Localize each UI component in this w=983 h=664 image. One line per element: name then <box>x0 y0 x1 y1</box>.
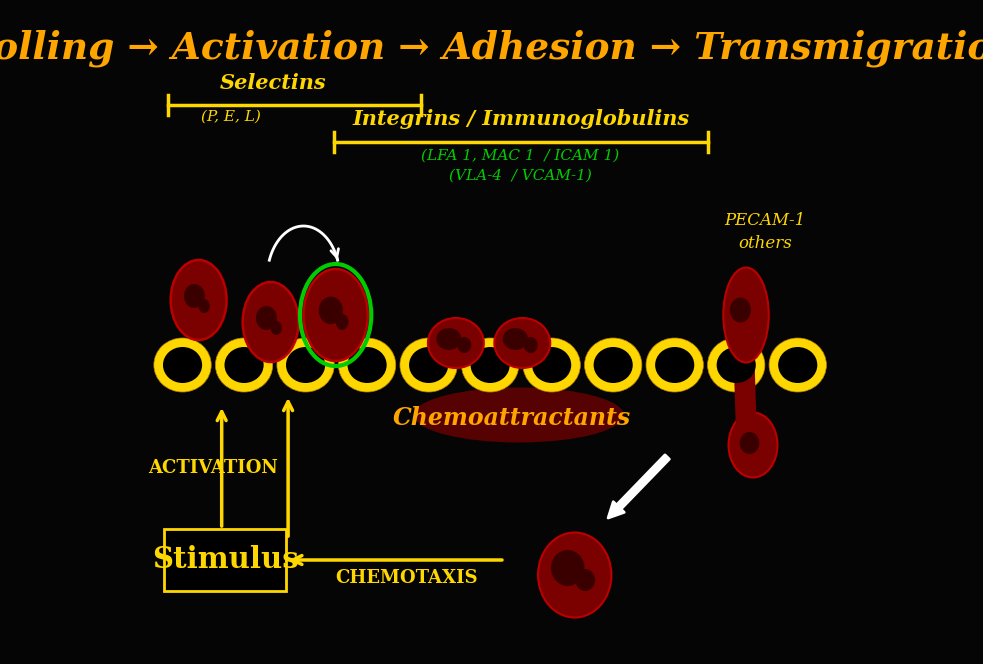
Ellipse shape <box>224 347 263 383</box>
Ellipse shape <box>286 347 325 383</box>
Ellipse shape <box>502 328 528 350</box>
Text: PECAM-1
others: PECAM-1 others <box>724 212 805 252</box>
Text: Selectins: Selectins <box>220 73 326 93</box>
Ellipse shape <box>335 314 349 330</box>
Ellipse shape <box>524 337 538 353</box>
Text: Chemoattractants: Chemoattractants <box>393 406 631 430</box>
Ellipse shape <box>256 306 277 330</box>
Ellipse shape <box>277 338 334 392</box>
Ellipse shape <box>163 347 202 383</box>
Ellipse shape <box>461 338 519 392</box>
Ellipse shape <box>409 347 448 383</box>
Bar <box>164 529 286 591</box>
Ellipse shape <box>338 338 396 392</box>
Ellipse shape <box>723 268 769 363</box>
Text: Integrins / Immunoglobulins: Integrins / Immunoglobulins <box>352 109 689 129</box>
Ellipse shape <box>532 347 571 383</box>
Ellipse shape <box>318 297 343 324</box>
Ellipse shape <box>414 388 623 442</box>
Ellipse shape <box>538 533 611 618</box>
Ellipse shape <box>550 550 585 586</box>
Text: Rolling → Activation → Adhesion → Transmigration: Rolling → Activation → Adhesion → Transm… <box>0 29 983 67</box>
Circle shape <box>304 269 368 361</box>
Ellipse shape <box>708 338 765 392</box>
Ellipse shape <box>215 338 272 392</box>
Ellipse shape <box>730 297 751 323</box>
Ellipse shape <box>199 299 209 313</box>
Ellipse shape <box>728 412 778 477</box>
Ellipse shape <box>655 347 694 383</box>
Ellipse shape <box>585 338 642 392</box>
Ellipse shape <box>523 338 580 392</box>
Circle shape <box>243 282 299 362</box>
Ellipse shape <box>740 432 759 454</box>
Ellipse shape <box>457 337 471 353</box>
Text: ACTIVATION: ACTIVATION <box>147 459 277 477</box>
Text: (LFA 1, MAC 1  / ICAM 1): (LFA 1, MAC 1 / ICAM 1) <box>422 149 619 163</box>
Ellipse shape <box>779 347 817 383</box>
Ellipse shape <box>184 284 204 308</box>
Text: (VLA-4  / VCAM-1): (VLA-4 / VCAM-1) <box>449 169 592 183</box>
Ellipse shape <box>471 347 510 383</box>
Ellipse shape <box>717 347 756 383</box>
Ellipse shape <box>769 338 827 392</box>
Ellipse shape <box>594 347 633 383</box>
Ellipse shape <box>428 318 484 368</box>
Ellipse shape <box>436 328 461 350</box>
Ellipse shape <box>646 338 704 392</box>
Ellipse shape <box>270 321 282 335</box>
Text: (P, E, L): (P, E, L) <box>201 110 260 124</box>
Ellipse shape <box>400 338 457 392</box>
Circle shape <box>171 260 227 340</box>
Ellipse shape <box>494 318 550 368</box>
Ellipse shape <box>575 569 595 591</box>
Text: Stimulus: Stimulus <box>151 546 299 574</box>
Ellipse shape <box>154 338 211 392</box>
Text: CHEMOTAXIS: CHEMOTAXIS <box>335 569 479 587</box>
Ellipse shape <box>348 347 386 383</box>
